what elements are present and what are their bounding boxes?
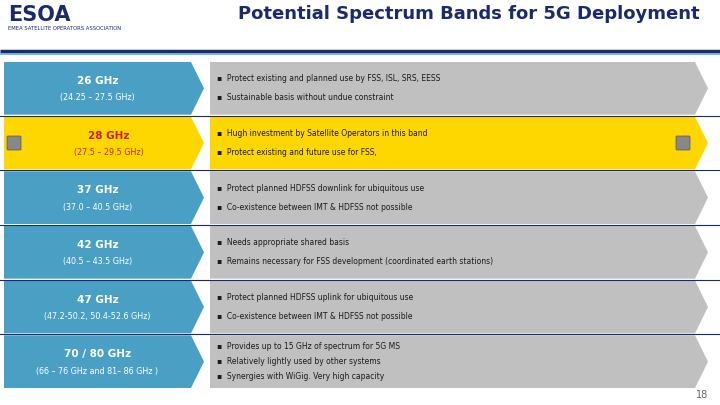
Text: 18: 18 [696,390,708,400]
Polygon shape [4,171,204,224]
Text: (66 – 76 GHz and 81– 86 GHz ): (66 – 76 GHz and 81– 86 GHz ) [37,367,158,376]
Text: 47 GHz: 47 GHz [76,294,118,305]
Polygon shape [4,226,204,279]
FancyBboxPatch shape [676,136,690,150]
Text: ▪  Needs appropriate shared basis: ▪ Needs appropriate shared basis [217,239,349,247]
Polygon shape [210,281,708,333]
Text: ▪  Provides up to 15 GHz of spectrum for 5G MS: ▪ Provides up to 15 GHz of spectrum for … [217,342,400,352]
Text: (40.5 – 43.5 GHz): (40.5 – 43.5 GHz) [63,257,132,266]
Text: EMEA SATELLITE OPERATORS ASSOCIATION: EMEA SATELLITE OPERATORS ASSOCIATION [8,26,121,31]
Text: ▪  Protect planned HDFSS uplink for ubiquitous use: ▪ Protect planned HDFSS uplink for ubiqu… [217,293,413,302]
Text: (24.25 – 27.5 GHz): (24.25 – 27.5 GHz) [60,93,135,102]
Text: ▪  Co-existence between IMT & HDFSS not possible: ▪ Co-existence between IMT & HDFSS not p… [217,312,413,321]
Text: ▪  Protect existing and future use for FSS,: ▪ Protect existing and future use for FS… [217,148,377,157]
Polygon shape [210,335,708,388]
Text: 28 GHz: 28 GHz [88,131,130,141]
Text: ▪  Hugh investment by Satellite Operators in this band: ▪ Hugh investment by Satellite Operators… [217,129,428,138]
Polygon shape [4,335,204,388]
Polygon shape [210,117,708,169]
Text: ▪  Co-existence between IMT & HDFSS not possible: ▪ Co-existence between IMT & HDFSS not p… [217,202,413,212]
Polygon shape [210,62,708,115]
Text: 37 GHz: 37 GHz [77,185,118,195]
Text: ▪  Relatively lightly used by other systems: ▪ Relatively lightly used by other syste… [217,357,381,366]
Polygon shape [4,62,204,115]
Text: ▪  Synergies with WiGig. Very high capacity: ▪ Synergies with WiGig. Very high capaci… [217,372,384,381]
Text: Potential Spectrum Bands for 5G Deployment: Potential Spectrum Bands for 5G Deployme… [238,5,700,23]
Text: 70 / 80 GHz: 70 / 80 GHz [64,349,131,359]
Text: (37.0 – 40.5 GHz): (37.0 – 40.5 GHz) [63,202,132,212]
Text: ▪  Protect planned HDFSS downlink for ubiquitous use: ▪ Protect planned HDFSS downlink for ubi… [217,184,424,193]
Text: ESOA: ESOA [8,5,71,25]
FancyBboxPatch shape [7,136,21,150]
Text: ▪  Sustainable basis without undue constraint: ▪ Sustainable basis without undue constr… [217,93,394,102]
Polygon shape [210,171,708,224]
Polygon shape [4,281,204,333]
Polygon shape [210,226,708,279]
Polygon shape [4,117,204,169]
Text: ▪  Protect existing and planned use by FSS, ISL, SRS, EESS: ▪ Protect existing and planned use by FS… [217,75,441,83]
Text: ▪  Remains necessary for FSS development (coordinated earth stations): ▪ Remains necessary for FSS development … [217,257,493,266]
Text: (27.5 – 29.5 GHz): (27.5 – 29.5 GHz) [73,148,143,157]
Text: (47.2-50.2, 50.4-52.6 GHz): (47.2-50.2, 50.4-52.6 GHz) [44,312,150,321]
Text: 42 GHz: 42 GHz [77,240,118,250]
Text: 26 GHz: 26 GHz [77,76,118,86]
